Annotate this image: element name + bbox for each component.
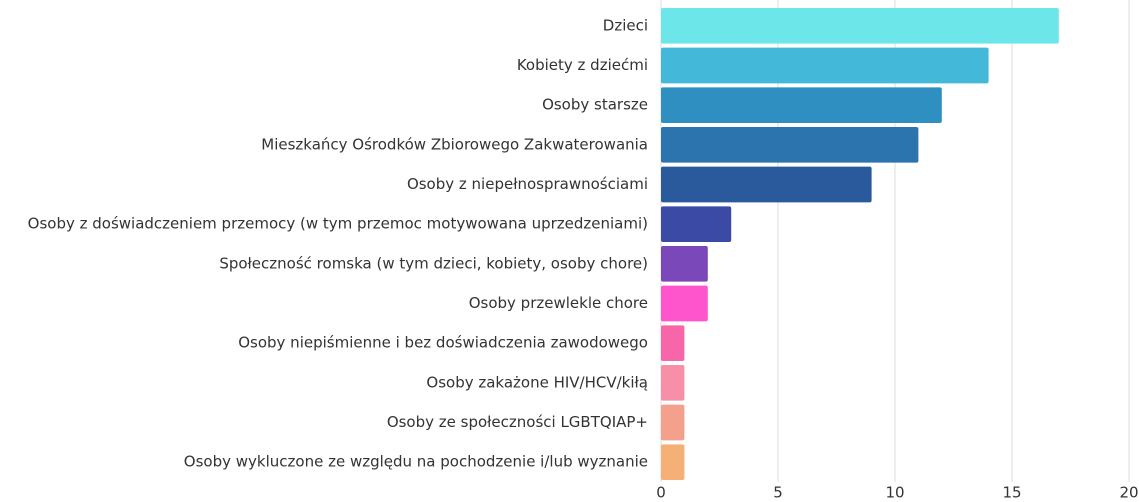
y-tick-label: Kobiety z dziećmi xyxy=(517,56,648,74)
y-tick-label: Osoby starsze xyxy=(542,96,648,114)
x-tick-label: 5 xyxy=(773,484,783,502)
y-tick-label: Osoby ze społeczności LGBTQIAP+ xyxy=(387,413,648,431)
y-tick-label: Dzieci xyxy=(603,16,648,34)
y-tick-label: Osoby zakażone HIV/HCV/kiłą xyxy=(426,373,648,391)
y-tick-label: Mieszkańcy Ośrodków Zbiorowego Zakwatero… xyxy=(261,135,648,153)
x-tick-label: 10 xyxy=(885,484,904,502)
bar xyxy=(661,325,685,362)
y-tick-label: Osoby wykluczone ze względu na pochodzen… xyxy=(184,453,648,471)
y-tick-label: Osoby z niepełnosprawnościami xyxy=(407,175,648,193)
bar xyxy=(661,285,708,322)
y-tick-label: Osoby przewlekle chore xyxy=(469,294,648,312)
x-tick-label: 0 xyxy=(656,484,666,502)
bar xyxy=(661,404,685,441)
y-tick-label: Osoby z doświadczeniem przemocy (w tym p… xyxy=(28,215,648,233)
x-tick-label: 15 xyxy=(1002,484,1021,502)
y-tick-label: Społeczność romska (w tym dzieci, kobiet… xyxy=(219,254,648,272)
bar xyxy=(661,444,685,481)
x-tick-label: 20 xyxy=(1119,484,1138,502)
bar xyxy=(661,7,1059,44)
bar xyxy=(661,166,872,203)
bar xyxy=(661,87,942,124)
bar xyxy=(661,206,732,243)
bar xyxy=(661,47,989,84)
bar xyxy=(661,126,919,163)
bar xyxy=(661,364,685,401)
y-tick-label: Osoby niepiśmienne i bez doświadczenia z… xyxy=(238,334,648,352)
bar xyxy=(661,245,708,282)
